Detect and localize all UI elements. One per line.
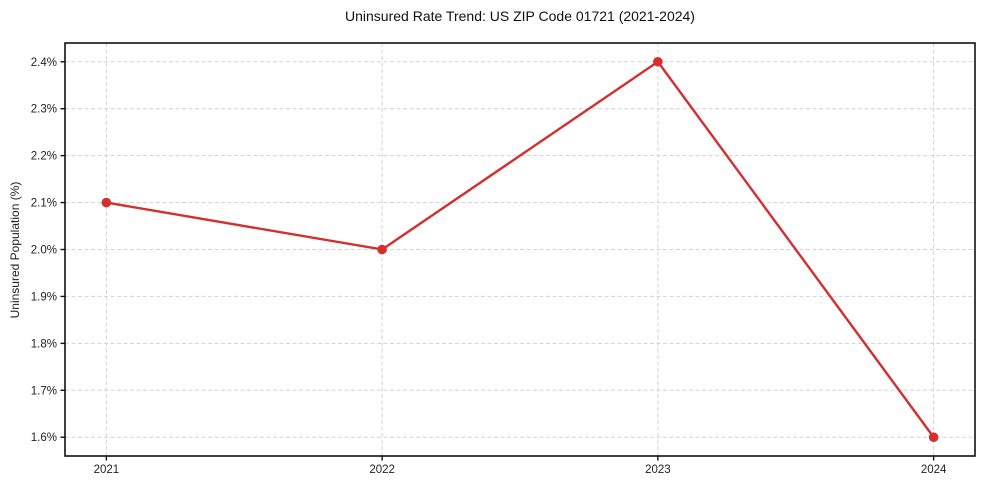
y-tick-label: 2.0% bbox=[31, 245, 57, 257]
y-tick-label: 2.4% bbox=[31, 57, 57, 69]
data-point-marker bbox=[377, 244, 387, 255]
data-point-marker bbox=[653, 56, 663, 67]
x-tick-label: 2021 bbox=[94, 464, 120, 476]
y-tick-label: 1.8% bbox=[31, 338, 57, 350]
x-tick-label: 2022 bbox=[369, 464, 395, 476]
x-tick-label: 2024 bbox=[921, 464, 947, 476]
y-tick-label: 1.6% bbox=[31, 432, 57, 444]
y-tick-label: 2.1% bbox=[31, 198, 57, 210]
y-tick-label: 2.3% bbox=[31, 104, 57, 116]
x-tick-label: 2023 bbox=[645, 464, 671, 476]
data-point-marker bbox=[101, 197, 112, 208]
trend-line bbox=[105, 60, 935, 439]
data-point-marker bbox=[928, 432, 939, 443]
y-tick-label: 1.9% bbox=[31, 291, 57, 303]
y-tick-label: 1.7% bbox=[31, 385, 57, 397]
chart-title: Uninsured Rate Trend: US ZIP Code 01721 … bbox=[345, 8, 695, 24]
y-tick-label: 2.2% bbox=[31, 151, 57, 163]
